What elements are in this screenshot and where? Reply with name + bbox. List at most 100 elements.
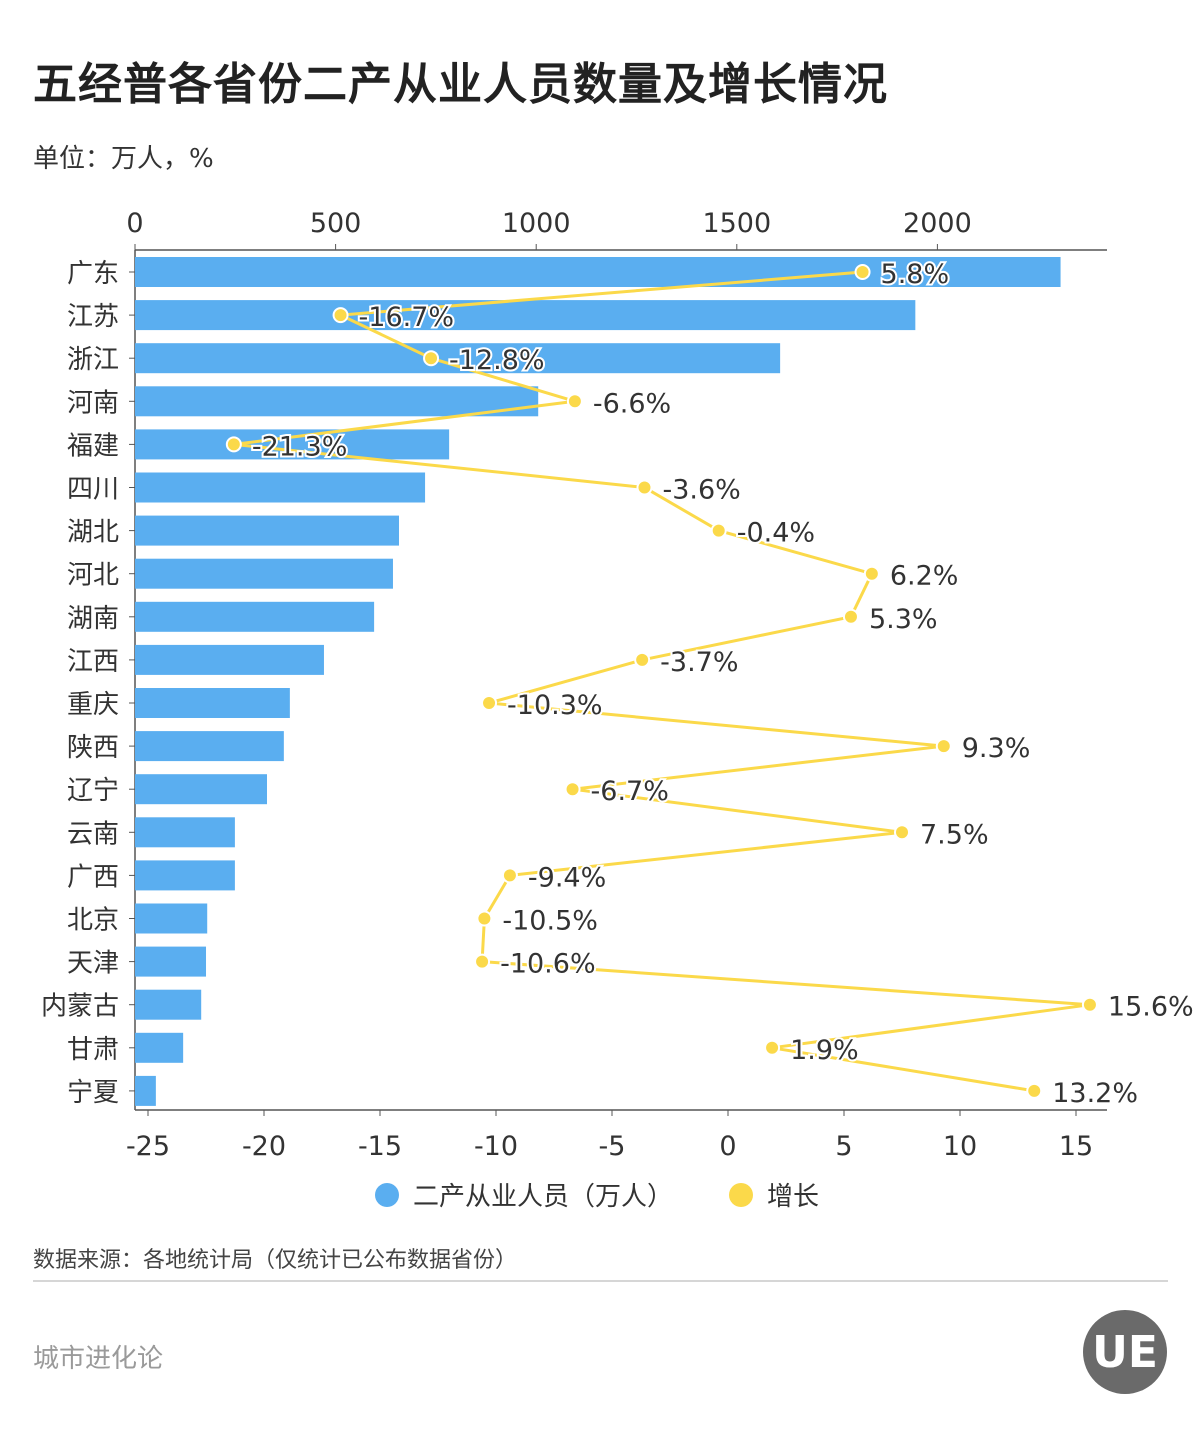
category-label: 北京 [67,906,119,936]
growth-point-天津 [474,953,491,970]
growth-label: 6.2% [890,561,959,592]
bar-江苏 [135,300,916,331]
bottom-tick-label: -15 [358,1131,402,1162]
category-label: 浙江 [67,345,119,375]
growth-label: 5.3% [869,604,938,635]
growth-label: -9.4% [528,862,606,893]
growth-point-内蒙古 [1081,996,1098,1013]
category-label: 辽宁 [67,776,119,806]
bar-广西 [135,860,235,891]
bar-天津 [135,946,207,977]
growth-point-浙江 [423,350,440,367]
growth-point-北京 [476,910,493,927]
bar-北京 [135,903,208,934]
bar-浙江 [135,343,781,374]
top-tick-label: 2000 [903,208,972,239]
legend-line-label: 增长 [767,1182,820,1212]
top-tick-label: 1000 [502,208,571,239]
bottom-tick-label: 10 [943,1131,977,1162]
source-note: 数据来源：各地统计局（仅统计已公布数据省份） [33,1248,518,1273]
bottom-tick-label: -20 [242,1131,286,1162]
category-label: 重庆 [67,690,119,720]
growth-point-江西 [634,651,651,668]
legend-bar-marker [375,1182,399,1207]
category-label: 湖北 [67,518,119,548]
growth-point-广东 [854,264,871,280]
growth-point-湖南 [842,608,859,625]
bar-河南 [135,386,539,417]
bottom-tick-label: 5 [835,1131,852,1162]
bottom-tick-label: 15 [1059,1131,1093,1162]
growth-label: -6.7% [591,776,669,807]
growth-label: -10.5% [502,906,598,937]
category-label: 天津 [67,949,119,979]
category-label: 江苏 [67,302,119,332]
growth-label: -3.6% [662,475,740,506]
growth-label: -6.6% [593,388,671,419]
bar-湖北 [135,515,399,546]
bottom-tick-label: 0 [719,1131,736,1162]
category-label: 江西 [67,647,119,677]
growth-label: 5.8% [881,259,950,290]
growth-label: -10.6% [500,949,596,980]
bottom-tick-label: -10 [474,1131,518,1162]
bar-广东 [135,257,1061,287]
growth-point-辽宁 [564,781,581,798]
bar-江西 [135,644,324,675]
bar-云南 [135,817,235,848]
bar-陕西 [135,731,284,762]
top-tick-label: 0 [126,208,143,239]
category-label: 广东 [67,259,119,289]
bottom-tick-label: -25 [126,1131,170,1162]
growth-label: -0.4% [737,518,815,549]
legend-line-marker [729,1182,754,1207]
growth-point-河北 [863,565,880,582]
legend: 二产从业人员（万人） 增长 [375,1176,819,1213]
bar-宁夏 [135,1075,156,1106]
category-label: 四川 [67,475,119,505]
growth-label: -12.8% [449,345,545,376]
category-label: 河北 [67,561,119,591]
growth-label: 7.5% [920,819,989,850]
chart-title: 五经普各省份二产从业人员数量及增长情况 [33,59,888,110]
growth-point-宁夏 [1026,1082,1043,1099]
legend-bar-label: 二产从业人员（万人） [413,1182,674,1212]
top-tick-label: 500 [310,208,362,239]
category-label: 甘肃 [67,1035,119,1065]
bar-甘肃 [135,1032,184,1063]
brand-name: 城市进化论 [33,1344,164,1374]
growth-point-四川 [636,479,653,496]
bar-重庆 [135,688,290,718]
bar-内蒙古 [135,989,202,1020]
growth-point-甘肃 [764,1039,781,1056]
growth-label: -21.3% [252,431,348,462]
growth-point-陕西 [935,738,952,755]
unit-label: 单位：万人，% [33,144,214,174]
category-label: 福建 [67,431,119,461]
category-label: 内蒙古 [41,992,119,1022]
growth-point-广西 [501,867,518,884]
growth-label: 9.3% [962,733,1031,764]
bar-福建 [135,429,450,460]
category-label: 河南 [67,388,119,418]
growth-point-福建 [225,436,242,453]
brand-logo: UE [1083,1310,1167,1394]
bar-湖南 [135,601,375,632]
growth-label: 1.9% [790,1035,859,1066]
growth-point-云南 [894,824,910,841]
category-label: 广西 [67,862,119,892]
growth-label: -3.7% [660,647,738,678]
growth-label: 13.2% [1052,1078,1138,1109]
growth-label: -16.7% [359,302,455,333]
category-label: 陕西 [67,733,119,763]
growth-point-重庆 [481,695,498,711]
growth-label: -10.3% [507,690,603,721]
category-label: 云南 [67,819,119,849]
growth-point-河南 [566,393,583,410]
top-tick-label: 1500 [702,208,771,239]
divider [33,1280,1168,1282]
category-label: 湖南 [67,604,119,634]
bar-辽宁 [135,774,267,805]
growth-point-江苏 [332,307,349,324]
